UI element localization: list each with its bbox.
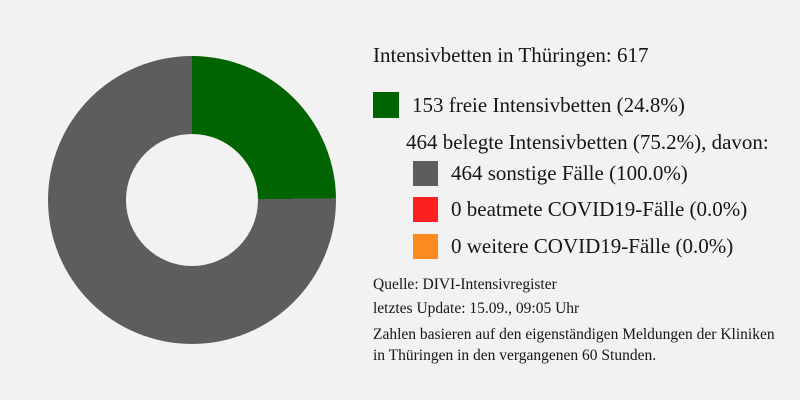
legend-swatch-free	[373, 92, 399, 118]
legend-label-other: 464 sonstige Fälle (100.0%)	[451, 161, 688, 185]
legend-swatch-further	[413, 234, 438, 259]
legend-swatch-ventilated	[413, 197, 438, 222]
donut-chart	[48, 56, 336, 344]
legend-swatch-other	[413, 161, 438, 186]
legend-label-occupied: 464 belegte Intensivbetten (75.2%), davo…	[406, 129, 769, 154]
chart-title: Intensivbetten in Thüringen: 617	[373, 43, 649, 67]
legend-label-free: 153 freie Intensivbetten (24.8%)	[412, 92, 685, 117]
note-line-1: Zahlen basieren auf den eigenständigen M…	[373, 326, 775, 343]
disclaimer-note: Zahlen basieren auf den eigenständigen M…	[373, 324, 775, 366]
legend-label-ventilated: 0 beatmete COVID19-Fälle (0.0%)	[451, 197, 748, 221]
legend-item-other-cases: 464 sonstige Fälle (100.0%)	[413, 161, 688, 186]
donut-hole	[126, 134, 258, 266]
legend-label-further: 0 weitere COVID19-Fälle (0.0%)	[451, 234, 734, 258]
legend-item-ventilated-covid: 0 beatmete COVID19-Fälle (0.0%)	[413, 197, 747, 222]
source-line: Quelle: DIVI-Intensivregister	[373, 276, 557, 293]
note-line-2: in Thüringen in den vergangenen 60 Stund…	[373, 347, 657, 364]
legend-item-occupied-header: 464 belegte Intensivbetten (75.2%), davo…	[406, 130, 769, 154]
legend-item-further-covid: 0 weitere COVID19-Fälle (0.0%)	[413, 234, 733, 259]
update-line: letztes Update: 15.09., 09:05 Uhr	[373, 300, 580, 317]
legend-item-free: 153 freie Intensivbetten (24.8%)	[373, 92, 685, 118]
